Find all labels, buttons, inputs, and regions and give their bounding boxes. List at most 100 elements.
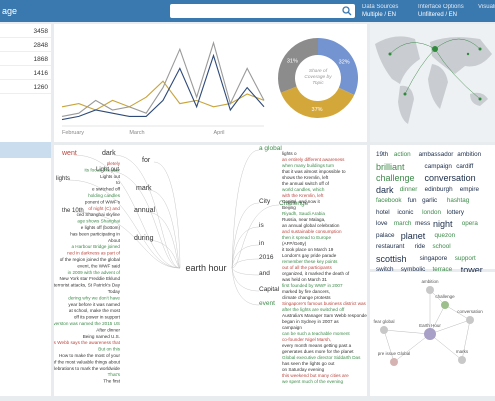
row-divider [0, 93, 51, 94]
right-snippet: Australia's Manager Sam Webb responded [282, 313, 367, 318]
node [380, 326, 388, 334]
left-snippet: in 2009 with the advent of [68, 270, 121, 275]
edge [383, 329, 431, 335]
word-tree-panel: earth hour went dark for mark annual during lig… [37, 145, 370, 396]
documents-filter[interactable]: Documents 0-50 out of 530 [200, 3, 240, 19]
tag-word: march [393, 220, 412, 228]
network: ambition fear global challenge Earth Hour co… [373, 279, 483, 366]
right-snippet: generates dues more for the planet [282, 349, 354, 354]
right-snippet: world candles, which [282, 187, 325, 192]
tag-word: conversation [424, 173, 476, 184]
right-snippet: then it spread to Europe [282, 235, 331, 240]
value: Unfiltered / EN [418, 12, 458, 18]
left-snippet: holding candles [88, 193, 121, 198]
visual-filter[interactable]: Visuali [478, 3, 495, 11]
tag-word: restaurant [376, 243, 405, 251]
count: 1868 [33, 56, 48, 63]
left-snippet: to [116, 180, 120, 185]
right-snippet: Riyadh, Saudi Arabia [282, 211, 325, 216]
tag-word: challenge [376, 173, 415, 184]
right-word: City [259, 198, 271, 205]
tag-word: hotel [376, 208, 390, 216]
count: 3458 [33, 28, 48, 35]
left-snippet: e switched off [92, 187, 121, 192]
edge [383, 329, 395, 363]
node-label: fear global [373, 319, 394, 324]
tag-word: edinburgh [424, 185, 453, 193]
search-box[interactable] [170, 4, 355, 18]
edge [429, 333, 463, 361]
branch [67, 179, 181, 269]
tag-word: garlic [422, 197, 438, 205]
right-snippet: co-founder Nigel Marsh, [282, 337, 331, 342]
left-snippet: at school, make the most [69, 308, 121, 313]
left-word: the 10th [62, 208, 84, 214]
left-snippet: a Harbour Bridge joined [71, 244, 120, 249]
x-tick-label: February [62, 130, 84, 136]
donut-slice [318, 38, 358, 96]
map [375, 36, 492, 124]
left-snippet: But Ms Webb says the awareness that [54, 340, 121, 345]
map-panel [370, 24, 495, 142]
left-snippet: Everston was named the 2015 US [54, 321, 120, 326]
right-snippet: an entirely different awareness [282, 157, 345, 162]
row-divider [0, 37, 51, 38]
left-word: lights [56, 176, 70, 182]
branch [231, 258, 260, 269]
left-word: dark [102, 150, 116, 157]
left-snippet: ening celebrations to mark the worldwide [54, 366, 120, 371]
tag-word: london [422, 208, 442, 216]
slice-label: 37% [312, 107, 323, 113]
node-label: challenge [435, 294, 455, 299]
edge [393, 333, 431, 363]
right-snippet: Singapore's famous business district was [282, 301, 367, 306]
tag-word: mess [415, 220, 431, 228]
branch [231, 202, 260, 269]
interface-filter[interactable]: Interface Options Unfiltered / EN [418, 3, 464, 19]
tag-word: support [454, 254, 476, 262]
right-snippet: this weekend but many cities are [282, 373, 349, 378]
right-snippet: out of all the participants [282, 265, 332, 270]
right-word: Capital [259, 286, 280, 293]
right-snippet: remember these key points [282, 259, 338, 264]
tag-word: scottish [376, 253, 407, 264]
right-snippet: marked by fire dancers, [282, 289, 330, 294]
left-snippet: age shows Shanghai [77, 219, 120, 224]
section-band [0, 142, 51, 158]
left-snippet: New York star Freddie Eklund [59, 276, 120, 281]
source-filter[interactable]: Data Sources Multiple / EN [362, 3, 398, 19]
date-filter[interactable]: Date Range 01 Feb 2016 - 30 Apr 2016 [272, 3, 343, 19]
node [424, 328, 436, 340]
left-snippet: terrorist attacks, St Patrick's Day [54, 283, 121, 288]
tag-word: empire [459, 185, 480, 193]
tag-word: action [393, 151, 411, 159]
right-snippet: lights o [282, 151, 297, 156]
tag-word: night [433, 219, 453, 230]
branch [231, 204, 280, 269]
left-snippet: But on this [98, 347, 120, 352]
left-word: annual [134, 207, 155, 214]
left-list: 3458 2848 1868 1416 1260 [0, 24, 51, 396]
top-bar: age Documents 0-50 out of 530 Date Range 0… [0, 0, 495, 22]
label: Data Sources [362, 4, 399, 10]
tag-word: campaign [424, 162, 452, 170]
right-snippet: after the lights are switched off [282, 307, 345, 312]
row-divider [0, 79, 51, 80]
tag-word: facebook [376, 197, 402, 205]
count: 1260 [33, 84, 48, 91]
left-snippet: About [108, 238, 121, 243]
node-label: conversation [457, 309, 483, 314]
trend-line [61, 40, 265, 117]
tag-word: lottery [446, 208, 465, 216]
left-snippet: Lights out [100, 174, 121, 179]
left-snippet: off its power in support [74, 315, 121, 320]
left-snippet: of the region joined the global [60, 257, 120, 262]
right-snippet: (AFP/Getty) [282, 241, 307, 246]
left-snippet: After dinner [96, 327, 120, 332]
right-snippet: when many buildings turn [282, 163, 335, 168]
search-icon[interactable] [342, 6, 352, 16]
right-snippet: organized, it marked the death of [282, 271, 350, 276]
tag-word: quezon [434, 231, 456, 239]
tag-word: terrace [432, 266, 453, 274]
left-snippet: How to make the most of your [59, 353, 120, 358]
